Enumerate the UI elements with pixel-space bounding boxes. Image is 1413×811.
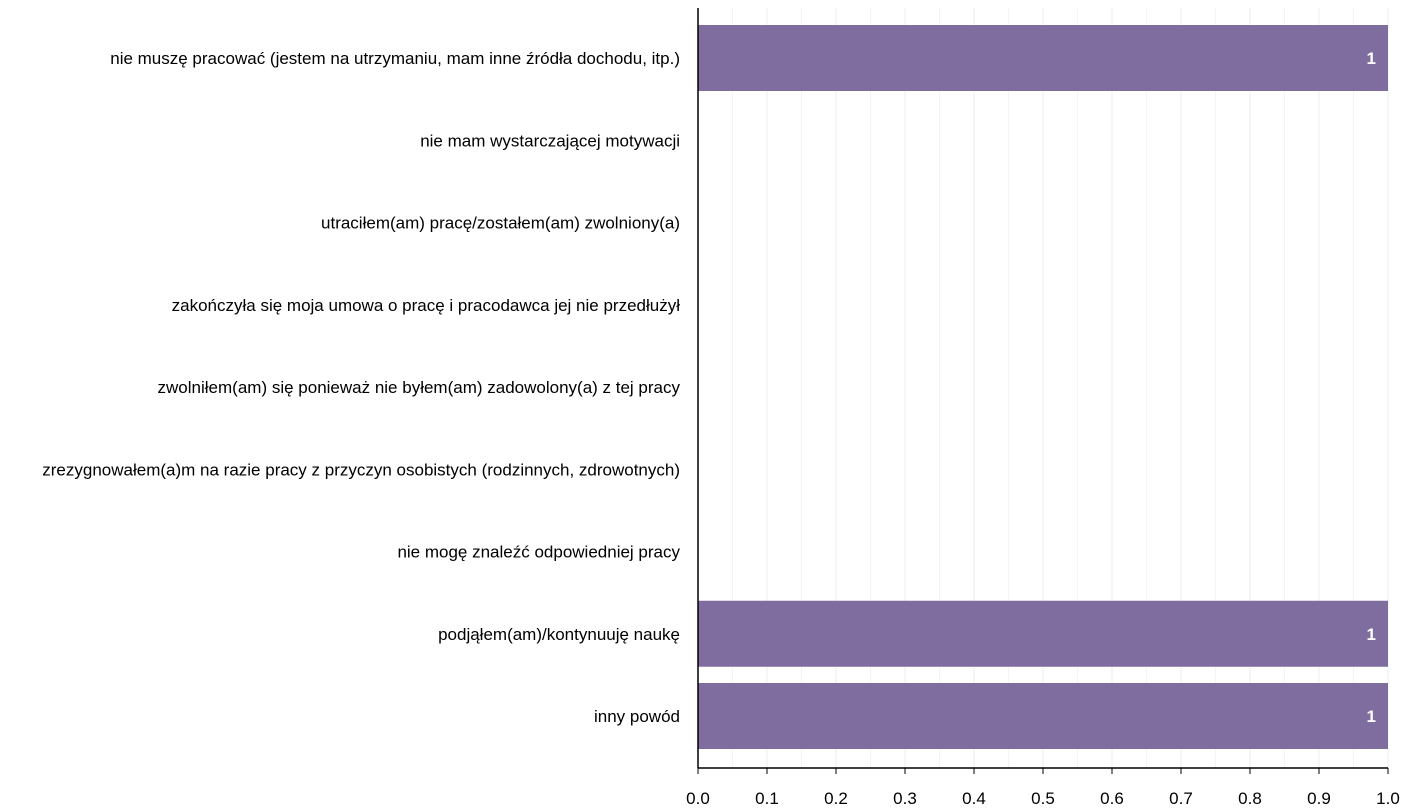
x-tick-label: 1.0 bbox=[1376, 789, 1400, 808]
bar-value-label: 1 bbox=[1367, 707, 1376, 726]
category-label: nie mogę znaleźć odpowiedniej pracy bbox=[397, 543, 680, 562]
category-label: inny powód bbox=[594, 707, 680, 726]
category-label: podjąłem(am)/kontynuuję naukę bbox=[438, 625, 680, 644]
x-tick-label: 0.3 bbox=[893, 789, 917, 808]
bar bbox=[698, 25, 1388, 91]
x-tick-label: 0.0 bbox=[686, 789, 710, 808]
category-label: zwolniłem(am) się ponieważ nie byłem(am)… bbox=[158, 378, 681, 397]
x-tick-labels: 0.0 0.1 0.2 0.3 0.4 0.5 0.6 0.7 0.8 0.9 1.0 bbox=[686, 768, 1400, 808]
bar-value-label: 1 bbox=[1367, 49, 1376, 68]
x-tick-label: 0.6 bbox=[1100, 789, 1124, 808]
category-label: nie muszę pracować (jestem na utrzymaniu… bbox=[110, 49, 680, 68]
x-tick-label: 0.4 bbox=[962, 789, 986, 808]
category-label: utraciłem(am) pracę/zostałem(am) zwolnio… bbox=[321, 214, 680, 233]
bar bbox=[698, 683, 1388, 749]
category-label: nie mam wystarczającej motywacji bbox=[420, 131, 680, 150]
bars: 1 1 1 bbox=[698, 25, 1388, 749]
bar-value-label: 1 bbox=[1367, 625, 1376, 644]
x-tick-label: 0.8 bbox=[1238, 789, 1262, 808]
x-tick-label: 0.1 bbox=[755, 789, 779, 808]
bar bbox=[698, 600, 1388, 667]
category-label: zakończyła się moja umowa o pracę i prac… bbox=[172, 296, 681, 315]
x-tick-label: 0.2 bbox=[824, 789, 848, 808]
x-tick-label: 0.7 bbox=[1169, 789, 1193, 808]
category-label: zrezygnowałem(a)m na razie pracy z przyc… bbox=[42, 460, 680, 479]
x-tick-label: 0.9 bbox=[1307, 789, 1331, 808]
x-tick-label: 0.5 bbox=[1031, 789, 1055, 808]
category-labels: nie muszę pracować (jestem na utrzymaniu… bbox=[42, 49, 680, 726]
